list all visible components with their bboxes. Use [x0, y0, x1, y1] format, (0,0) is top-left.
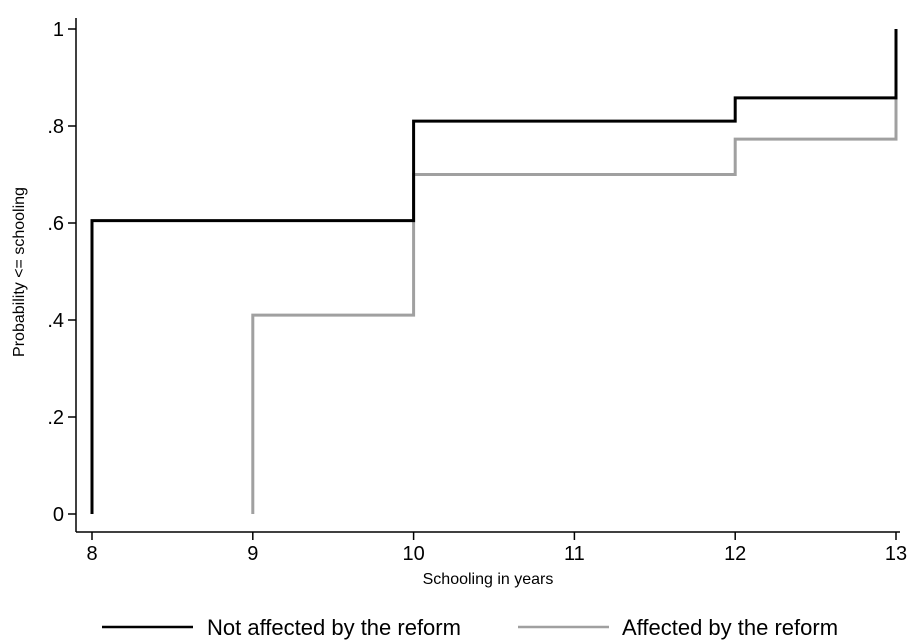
x-tick-label: 13 [885, 543, 907, 565]
series-line-affected [251, 29, 898, 514]
y-tick-label: .2 [47, 407, 64, 429]
y-tick-label: .6 [47, 213, 64, 235]
y-tick-label: .4 [47, 310, 64, 332]
series-line-not-affected [90, 29, 898, 514]
y-axis-title: Probability <= schooling [11, 187, 28, 357]
series-layer [90, 29, 898, 514]
legend-label: Affected by the reform [622, 615, 838, 640]
x-tick-label: 10 [402, 543, 424, 565]
y-tick-label: .8 [47, 116, 64, 138]
legend-item: Affected by the reform [518, 615, 838, 640]
y-tick-label: 1 [53, 19, 64, 41]
axes-layer: 0 .2 .4 .6 .8 1 8 9 10 11 12 13 [47, 18, 907, 565]
y-tick-label: 0 [53, 504, 64, 526]
legend-item: Not affected by the reform [102, 615, 461, 640]
x-tick-label: 9 [247, 543, 258, 565]
x-tick-label: 8 [86, 543, 97, 565]
legend-label: Not affected by the reform [207, 615, 461, 640]
x-axis-title: Schooling in years [423, 571, 554, 588]
legend: Not affected by the reform Affected by th… [102, 615, 838, 640]
x-tick-label: 11 [564, 543, 585, 565]
labels-layer: Schooling in years Probability <= school… [11, 187, 553, 588]
x-tick-label: 12 [724, 543, 746, 565]
